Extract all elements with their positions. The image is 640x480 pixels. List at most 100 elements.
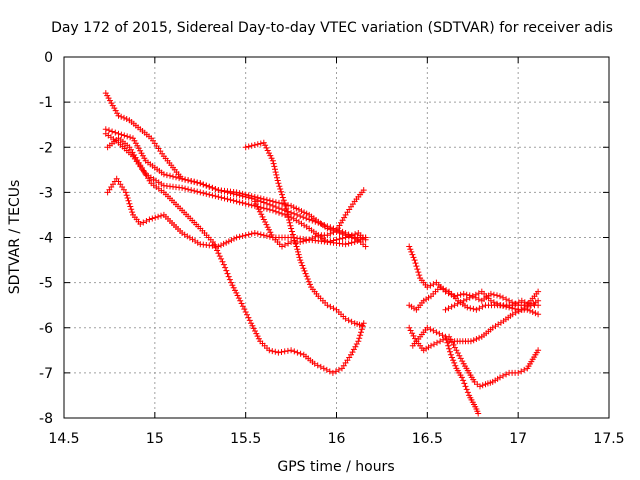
data-point-marker bbox=[464, 389, 471, 396]
data-point-marker bbox=[191, 187, 198, 194]
data-point-marker bbox=[210, 239, 216, 245]
y-tick-label: -5 bbox=[39, 276, 53, 292]
data-point-marker bbox=[233, 234, 240, 241]
data-point-marker bbox=[479, 303, 486, 310]
data-point-marker bbox=[407, 246, 414, 253]
data-point-marker bbox=[303, 273, 310, 280]
series-5 bbox=[104, 135, 367, 376]
data-point-marker bbox=[241, 306, 248, 313]
data-point-marker bbox=[263, 200, 270, 207]
data-point-marker bbox=[112, 107, 119, 114]
data-point-marker bbox=[457, 299, 464, 306]
data-point-marker bbox=[333, 236, 340, 243]
data-point-marker bbox=[248, 202, 255, 209]
data-point-marker bbox=[260, 232, 267, 239]
data-point-marker bbox=[284, 208, 290, 215]
data-point-marker bbox=[475, 410, 482, 417]
data-point-marker bbox=[218, 187, 225, 194]
data-point-marker bbox=[188, 178, 195, 185]
data-point-marker bbox=[179, 175, 186, 182]
data-point-marker bbox=[466, 294, 473, 301]
y-tick-label: -3 bbox=[39, 185, 53, 201]
data-point-marker bbox=[309, 217, 316, 224]
data-point-marker bbox=[251, 230, 258, 236]
data-point-marker bbox=[434, 339, 440, 346]
data-point-marker bbox=[312, 218, 319, 225]
data-point-marker bbox=[302, 270, 309, 277]
data-point-marker bbox=[251, 142, 258, 148]
data-point-marker bbox=[452, 362, 459, 369]
data-point-marker bbox=[286, 219, 293, 226]
data-point-marker bbox=[351, 239, 358, 245]
data-point-marker bbox=[128, 206, 135, 213]
data-point-marker bbox=[227, 190, 234, 197]
data-point-marker bbox=[279, 210, 285, 217]
data-point-marker bbox=[211, 241, 218, 248]
data-point-marker bbox=[424, 324, 431, 331]
data-point-marker bbox=[279, 194, 286, 201]
data-point-marker bbox=[512, 305, 519, 312]
data-point-marker bbox=[158, 212, 164, 219]
data-point-marker bbox=[206, 183, 213, 190]
series-13 bbox=[446, 297, 542, 345]
data-point-marker bbox=[200, 190, 207, 197]
data-point-marker bbox=[355, 338, 362, 345]
data-point-marker bbox=[330, 237, 337, 244]
data-point-marker bbox=[291, 348, 298, 355]
data-point-marker bbox=[259, 213, 266, 220]
y-tick-label: -7 bbox=[39, 366, 53, 382]
data-point-marker bbox=[215, 193, 222, 200]
data-point-marker bbox=[222, 264, 229, 271]
data-point-marker bbox=[248, 195, 255, 202]
data-points bbox=[102, 90, 542, 417]
data-point-marker bbox=[284, 211, 291, 218]
data-point-marker bbox=[263, 221, 270, 228]
data-point-marker bbox=[263, 233, 270, 239]
data-point-marker bbox=[358, 322, 365, 329]
data-point-marker bbox=[257, 140, 264, 147]
data-point-marker bbox=[300, 265, 307, 272]
series-11 bbox=[409, 324, 482, 417]
x-tick-label: 17.5 bbox=[593, 431, 624, 447]
data-point-marker bbox=[275, 349, 282, 356]
data-point-marker bbox=[263, 205, 270, 212]
data-point-marker bbox=[224, 270, 231, 277]
data-point-marker bbox=[112, 129, 119, 136]
data-point-marker bbox=[230, 190, 237, 197]
data-point-marker bbox=[442, 333, 449, 340]
data-point-marker bbox=[521, 366, 528, 373]
data-point-marker bbox=[272, 208, 279, 215]
data-point-marker bbox=[245, 201, 252, 208]
data-point-marker bbox=[269, 207, 276, 214]
data-point-marker bbox=[124, 133, 131, 140]
data-point-marker bbox=[228, 237, 235, 244]
data-point-marker bbox=[268, 155, 275, 162]
data-point-marker bbox=[462, 383, 469, 390]
data-point-marker bbox=[512, 309, 519, 316]
x-tick-label: 16 bbox=[328, 431, 346, 447]
data-point-marker bbox=[109, 128, 116, 135]
data-point-marker bbox=[257, 231, 264, 238]
data-point-marker bbox=[297, 239, 304, 245]
data-point-marker bbox=[121, 114, 127, 121]
data-point-marker bbox=[277, 186, 284, 192]
data-point-marker bbox=[288, 347, 295, 354]
data-point-marker bbox=[115, 112, 122, 119]
data-point-marker bbox=[500, 294, 506, 301]
data-point-marker bbox=[228, 279, 235, 286]
data-point-marker bbox=[327, 224, 334, 231]
data-point-marker bbox=[358, 329, 364, 336]
data-point-marker bbox=[185, 186, 192, 193]
data-point-marker bbox=[248, 230, 255, 237]
data-point-marker bbox=[152, 214, 159, 221]
data-point-marker bbox=[221, 195, 228, 202]
axis-ticks: 14.5 15 15.5 16 16.5 17 17.5 0 -1 -2 -3 -4 -5 -6 -7 -8 bbox=[39, 50, 625, 447]
data-point-marker bbox=[279, 200, 285, 207]
data-point-marker bbox=[278, 188, 285, 195]
data-point-marker bbox=[294, 246, 301, 253]
data-point-marker bbox=[276, 209, 282, 216]
data-point-marker bbox=[461, 380, 468, 387]
data-point-marker bbox=[412, 260, 419, 267]
data-point-marker bbox=[268, 231, 275, 238]
